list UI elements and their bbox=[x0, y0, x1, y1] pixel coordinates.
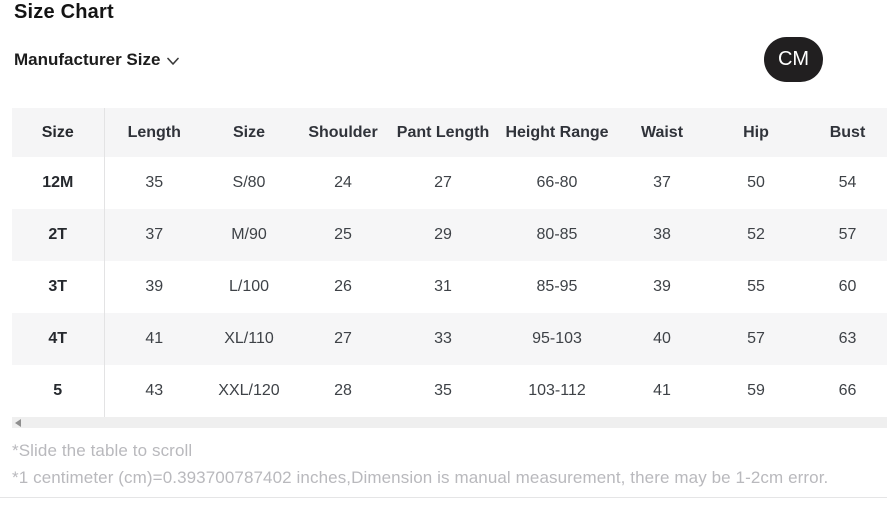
table-cell: 95-103 bbox=[532, 330, 582, 347]
table-cell: 35 bbox=[434, 382, 452, 399]
table-cell: 39 bbox=[653, 278, 671, 295]
table-cell: 27 bbox=[334, 330, 352, 347]
table-cell: 37 bbox=[653, 174, 671, 191]
column-header: Shoulder bbox=[308, 123, 378, 141]
scroll-left-arrow-icon[interactable] bbox=[15, 418, 21, 427]
table-cell: 59 bbox=[747, 382, 765, 399]
header-row: Size Length Size Shoulder Pant Length Height … bbox=[12, 108, 887, 157]
table-cell: 60 bbox=[838, 278, 857, 295]
table-row: 2T 37 M/90 25 29 80-85 38 52 57 bbox=[12, 209, 887, 261]
table-cell: 66 bbox=[838, 382, 857, 399]
table-body: 12M 35 S/80 24 27 66-80 37 50 54 2T 37 M/90 25 29 80-8… bbox=[12, 157, 887, 417]
size-label-cell: 2T bbox=[12, 209, 105, 261]
table-cell: 24 bbox=[334, 174, 352, 191]
table-cell: 54 bbox=[838, 174, 857, 191]
manufacturer-size-selector[interactable]: Manufacturer Size bbox=[14, 50, 180, 70]
table-cell: 27 bbox=[434, 174, 452, 191]
column-header: Bust bbox=[829, 123, 866, 141]
table-cell: S/80 bbox=[232, 174, 266, 191]
table-cell: L/100 bbox=[228, 278, 270, 295]
table-cell: 103-112 bbox=[528, 382, 586, 399]
column-header: Waist bbox=[640, 123, 684, 141]
manufacturer-size-label: Manufacturer Size bbox=[14, 50, 161, 69]
table-cell: 41 bbox=[145, 330, 164, 347]
table-cell: 39 bbox=[145, 278, 164, 295]
footer-note-conversion: *1 centimeter (cm)=0.393700787402 inches… bbox=[12, 468, 829, 487]
table-cell: 57 bbox=[747, 330, 765, 347]
size-label-cell: 5 bbox=[12, 365, 105, 417]
column-header: Length bbox=[127, 123, 181, 141]
page-title: Size Chart bbox=[14, 1, 114, 23]
table-row: 12M 35 S/80 24 27 66-80 37 50 54 bbox=[12, 157, 887, 209]
size-chart-table-container[interactable]: Size Length Size Shoulder Pant Length Height … bbox=[12, 108, 887, 417]
table-cell: 35 bbox=[145, 174, 164, 191]
size-chart-table: Size Length Size Shoulder Pant Length Height … bbox=[12, 108, 887, 417]
table-cell: XXL/120 bbox=[218, 382, 280, 399]
table-cell: XL/110 bbox=[224, 330, 274, 347]
table-cell: 41 bbox=[653, 382, 671, 399]
footer-note-slide: *Slide the table to scroll bbox=[12, 441, 193, 460]
size-label-cell: 12M bbox=[12, 157, 105, 209]
table-cell: 63 bbox=[838, 330, 857, 347]
cm-unit-button[interactable]: CM bbox=[764, 37, 823, 82]
table-cell: M/90 bbox=[231, 226, 267, 243]
table-cell: 66-80 bbox=[536, 174, 578, 191]
table-cell: 52 bbox=[747, 226, 765, 243]
table-cell: 26 bbox=[334, 278, 352, 295]
table-cell: 40 bbox=[653, 330, 671, 347]
table-cell: 38 bbox=[653, 226, 671, 243]
table-cell: 85-95 bbox=[536, 278, 578, 295]
table-cell: 28 bbox=[334, 382, 352, 399]
column-header: Size bbox=[232, 123, 265, 141]
bottom-divider bbox=[0, 497, 887, 498]
size-label-cell: 3T bbox=[12, 261, 105, 313]
column-header: Hip bbox=[743, 123, 769, 141]
column-header: Height Range bbox=[505, 123, 609, 141]
table-row: 3T 39 L/100 26 31 85-95 39 55 60 bbox=[12, 261, 887, 313]
table-cell: 25 bbox=[334, 226, 352, 243]
table-cell: 43 bbox=[145, 382, 164, 399]
table-cell: 31 bbox=[434, 278, 452, 295]
size-label-cell: 4T bbox=[12, 313, 105, 365]
chevron-down-icon bbox=[167, 57, 180, 65]
table-header: Size Length Size Shoulder Pant Length Height … bbox=[12, 108, 887, 157]
column-header: Pant Length bbox=[396, 123, 490, 141]
table-cell: 80-85 bbox=[536, 226, 578, 243]
table-cell: 57 bbox=[838, 226, 857, 243]
table-row: 5 43 XXL/120 28 35 103-112 41 59 66 bbox=[12, 365, 887, 417]
table-cell: 29 bbox=[434, 226, 452, 243]
table-cell: 33 bbox=[434, 330, 452, 347]
table-cell: 37 bbox=[145, 226, 164, 243]
table-cell: 50 bbox=[747, 174, 765, 191]
horizontal-scrollbar[interactable] bbox=[12, 417, 887, 428]
table-row: 4T 41 XL/110 27 33 95-103 40 57 63 bbox=[12, 313, 887, 365]
column-header: Size bbox=[12, 108, 105, 157]
table-cell: 55 bbox=[747, 278, 765, 295]
